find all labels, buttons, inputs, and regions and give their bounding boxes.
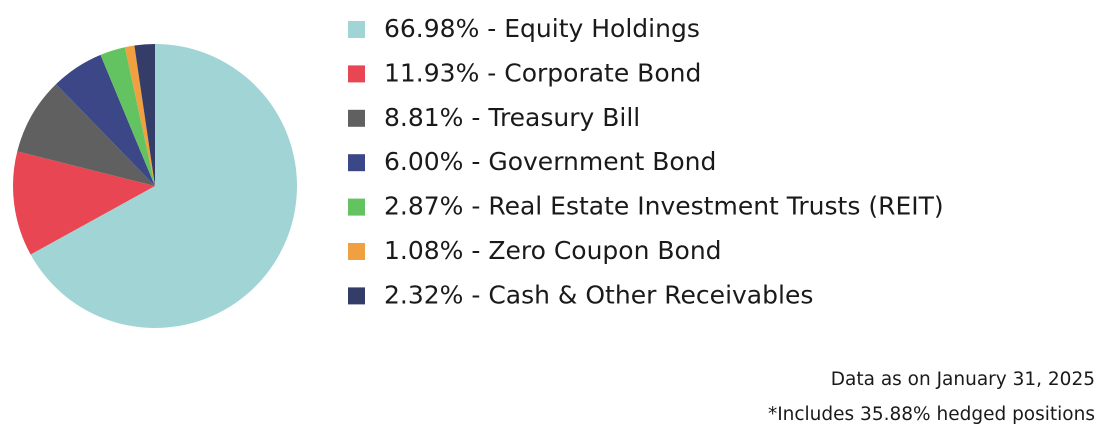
legend-label: 2.32% - Cash & Other Receivables: [384, 280, 813, 309]
legend-separator: -: [463, 192, 488, 221]
legend-value: 66.98%: [384, 14, 479, 43]
legend-swatch: [348, 287, 365, 305]
legend-name: Treasury Bill: [487, 103, 640, 132]
legend-separator: -: [463, 236, 488, 265]
legend-label: 8.81% - Treasury Bill: [384, 103, 640, 132]
legend-label: 1.08% - Zero Coupon Bond: [384, 236, 722, 265]
legend-name: Real Estate Investment Trusts (REIT): [488, 192, 943, 221]
legend-separator: -: [479, 58, 504, 87]
legend-label: 11.93% - Corporate Bond: [384, 58, 701, 87]
legend-label: 2.87% - Real Estate Investment Trusts (R…: [384, 192, 944, 221]
legend-separator: -: [479, 14, 504, 43]
legend-separator: -: [463, 103, 488, 132]
legend-name: Government Bond: [488, 147, 716, 176]
pie-slice: [134, 44, 155, 186]
legend-value: 1.08%: [384, 236, 463, 265]
legend-name: Equity Holdings: [504, 14, 700, 43]
legend-swatch: [348, 65, 365, 83]
annotation: *Includes 35.88% hedged positions: [768, 404, 1095, 425]
legend-value: 11.93%: [384, 58, 479, 87]
legend-swatch: [348, 154, 365, 172]
legend-separator: -: [463, 147, 488, 176]
legend-label: 66.98% - Equity Holdings: [384, 14, 700, 43]
legend-value: 2.87%: [384, 192, 463, 221]
pie-slice: [12, 151, 155, 255]
legend-swatch: [348, 109, 365, 127]
legend-swatch: [348, 243, 365, 260]
legend-name: Corporate Bond: [504, 58, 701, 87]
legend-swatch: [348, 198, 365, 216]
pie-slice: [100, 47, 155, 186]
annotation: Data as on January 31, 2025: [831, 369, 1095, 390]
pie-slice: [30, 44, 297, 328]
pie-slice: [56, 54, 155, 187]
legend-label: 6.00% - Government Bond: [384, 147, 716, 176]
legend-name: Cash & Other Receivables: [488, 280, 813, 309]
legend-swatch: [348, 21, 365, 38]
legend-name: Zero Coupon Bond: [488, 236, 721, 265]
legend-value: 2.32%: [384, 280, 463, 309]
pie-slice: [124, 45, 155, 186]
legend-value: 6.00%: [384, 147, 463, 176]
pie-slice: [17, 84, 155, 186]
legend-value: 8.81%: [384, 103, 463, 132]
legend-separator: -: [463, 280, 488, 309]
